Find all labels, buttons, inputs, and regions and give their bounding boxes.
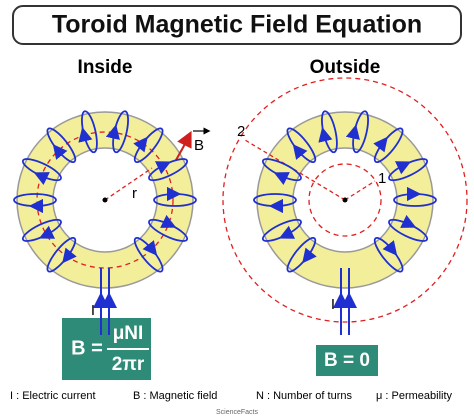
radius-label: r [132,185,137,202]
center [102,197,108,203]
amperian-loop-inner [308,163,382,237]
credit: ScienceFacts [216,409,259,416]
coil-arrow [394,161,412,175]
legend-item: N : Number of turns [256,390,352,402]
coil-arrow [400,214,417,228]
coil-arrow [160,214,177,228]
coil-arrow [373,136,388,153]
toroid-edge [292,147,398,253]
center [342,197,348,203]
current-label: I [331,296,335,313]
legend-item: μ : Permeability [376,390,453,402]
panel-title: Outside [310,57,381,78]
equation-denominator: 2πr [112,354,145,375]
field-arrow [175,130,192,161]
coil-arrow [38,225,56,239]
toroid-outside: 2 1 [222,77,468,323]
equation-lhs: B = [71,337,103,359]
current-label: I [91,302,95,319]
coil-arrow [292,144,308,160]
coil-arrow [273,172,290,186]
radius-line [344,180,376,201]
equation: B = 0 [324,350,370,371]
equation-numerator: μNI [113,323,144,344]
coil-arrow [382,240,398,256]
toroid-edge [52,147,158,253]
amperian-loop-outer [222,77,468,323]
coil-arrow [154,161,172,175]
toroid-edge [256,111,434,289]
toroid-edge [16,111,194,289]
panel-title: Inside [78,57,133,78]
field-label: B [194,137,204,154]
coil-arrow [142,240,158,256]
coil-arrow [302,247,317,264]
toroid-inside: r B [13,110,211,289]
equation-box [316,345,378,376]
title: Toroid Magnetic Field Equation [52,11,422,39]
title-box [12,5,462,45]
coil-arrow [133,136,148,153]
path-label: 1 [378,170,386,187]
coil-arrow [52,144,68,160]
legend-item: B : Magnetic field [133,390,217,402]
legend-item: I : Electric current [10,390,96,402]
radius-line [104,167,153,201]
coil-arrow [62,247,77,264]
coil-arrow [33,172,50,186]
coil-arrow [278,225,296,239]
path-label: 2 [237,123,245,140]
